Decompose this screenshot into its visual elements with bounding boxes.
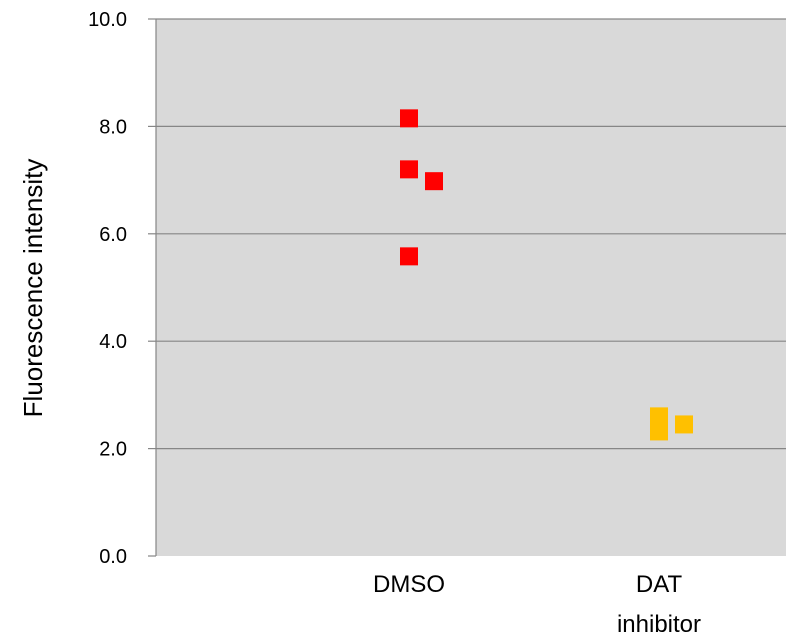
y-tick-label: 2.0 — [99, 439, 127, 461]
y-tick-label: 8.0 — [99, 116, 127, 138]
x-tick-label: inhibitor — [617, 611, 701, 638]
y-tick-label: 4.0 — [99, 331, 127, 353]
y-ticks: 0.0 2.0 4.0 6.0 8.0 10.0 — [88, 9, 156, 568]
x-tick-labels: DMSO DAT inhibitor — [373, 571, 701, 638]
gridlines — [156, 18, 786, 450]
y-axis-label: Fluorescence intensity — [18, 159, 48, 418]
y-tick-label: 0.0 — [99, 546, 127, 568]
data-point — [425, 172, 443, 191]
data-point — [650, 422, 668, 441]
data-point — [675, 415, 693, 434]
y-tick-label: 10.0 — [88, 9, 127, 31]
data-point — [400, 109, 418, 128]
x-tick-label: DMSO — [373, 571, 445, 598]
data-point — [400, 247, 418, 266]
y-tick-label: 6.0 — [99, 224, 127, 246]
data-point — [650, 407, 668, 426]
data-point — [400, 160, 418, 179]
x-tick-label: DAT — [636, 571, 683, 598]
data-points — [400, 109, 693, 441]
plot-area — [156, 19, 786, 556]
